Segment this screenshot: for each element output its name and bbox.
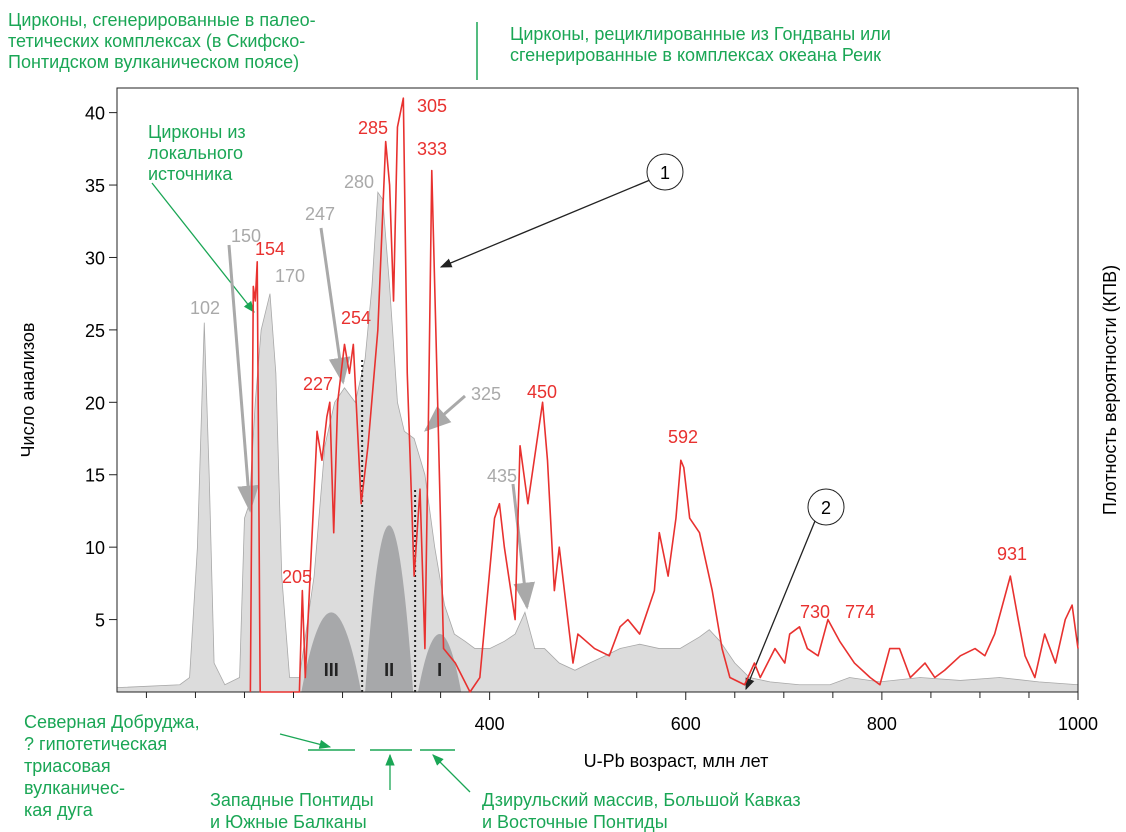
- y-tick-label: 20: [85, 393, 105, 413]
- x-tick-label: 800: [867, 714, 897, 734]
- arrow: [439, 179, 651, 268]
- peak-label: 333: [417, 139, 447, 159]
- x-tick-label: 600: [671, 714, 701, 734]
- complex-label: I: [437, 660, 442, 680]
- annotation: Западные Понтиды: [210, 790, 374, 810]
- peak-label: 730: [800, 602, 830, 622]
- peak-label: 774: [845, 602, 875, 622]
- annotation: источника: [148, 164, 233, 184]
- annotation: Северная Добруджа,: [24, 712, 200, 732]
- annotation: триасовая: [24, 756, 111, 776]
- peak-label: 280: [344, 172, 374, 192]
- peak-label: 150: [231, 226, 261, 246]
- y-axis-label: Число анализов: [18, 323, 38, 458]
- arrow: [423, 394, 466, 432]
- annotation: кая дуга: [24, 800, 94, 820]
- peak-label: 227: [303, 374, 333, 394]
- y-tick-label: 25: [85, 321, 105, 341]
- arrow: [511, 483, 535, 610]
- arrow: [279, 733, 332, 749]
- marker-circle: [646, 153, 684, 191]
- arrow: [227, 244, 259, 513]
- peak-label: 205: [282, 567, 312, 587]
- annotation: и Южные Балканы: [210, 812, 367, 832]
- x-axis-label: U-Pb возраст, млн лет: [584, 751, 769, 771]
- marker-label: 1: [660, 163, 670, 183]
- y-tick-label: 35: [85, 176, 105, 196]
- annotation: Цирконы, рециклированные из Гондваны или: [510, 24, 891, 44]
- annotation: Цирконы из: [148, 122, 246, 142]
- annotation: вулканичес-: [24, 778, 125, 798]
- peak-label: 435: [487, 466, 517, 486]
- peak-label: 325: [471, 384, 501, 404]
- y-tick-label: 15: [85, 466, 105, 486]
- x-tick-label: 1000: [1058, 714, 1098, 734]
- peak-label: 170: [275, 266, 305, 286]
- annotation: Понтидском вулканическом поясе): [8, 52, 299, 72]
- histogram-line: [249, 97, 1079, 693]
- complex-hump: [301, 612, 362, 692]
- y-tick-label: 30: [85, 248, 105, 268]
- plot-frame: [116, 87, 1079, 693]
- complex-hump: [418, 634, 462, 692]
- annotation: локального: [148, 143, 243, 163]
- peak-label: 285: [358, 118, 388, 138]
- peak-label: 592: [668, 427, 698, 447]
- peak-label: 254: [341, 308, 371, 328]
- density-area: [116, 191, 1079, 693]
- complex-label: II: [384, 660, 394, 680]
- arrow: [319, 227, 351, 385]
- peak-label: 154: [255, 239, 285, 259]
- y-tick-label: 10: [85, 538, 105, 558]
- y2-axis-label: Плотность вероятности (КПВ): [1100, 265, 1120, 515]
- annotation: Цирконы, сгенерированные в палео-: [8, 10, 316, 30]
- annotation: ? гипотетическая: [24, 734, 167, 754]
- peak-label: 450: [527, 382, 557, 402]
- y-tick-label: 40: [85, 104, 105, 124]
- complex-hump: [365, 525, 414, 692]
- peak-label: 305: [417, 96, 447, 116]
- complex-label: III: [324, 660, 339, 680]
- arrow: [432, 754, 471, 793]
- marker-circle: [807, 488, 845, 526]
- annotation: тетических комплексах (в Скифско-: [8, 31, 305, 51]
- arrow: [745, 520, 816, 691]
- annotation: сгенерированные в комплексах океана Реик: [510, 45, 881, 65]
- x-tick-label: 400: [475, 714, 505, 734]
- peak-label: 931: [997, 544, 1027, 564]
- annotation: Дзирульский массив, Большой Кавказ: [482, 790, 801, 810]
- peak-label: 102: [190, 298, 220, 318]
- marker-label: 2: [821, 498, 831, 518]
- annotation: и Восточные Понтиды: [482, 812, 668, 832]
- arrow: [151, 182, 255, 313]
- y-tick-label: 5: [95, 611, 105, 631]
- peak-label: 247: [305, 204, 335, 224]
